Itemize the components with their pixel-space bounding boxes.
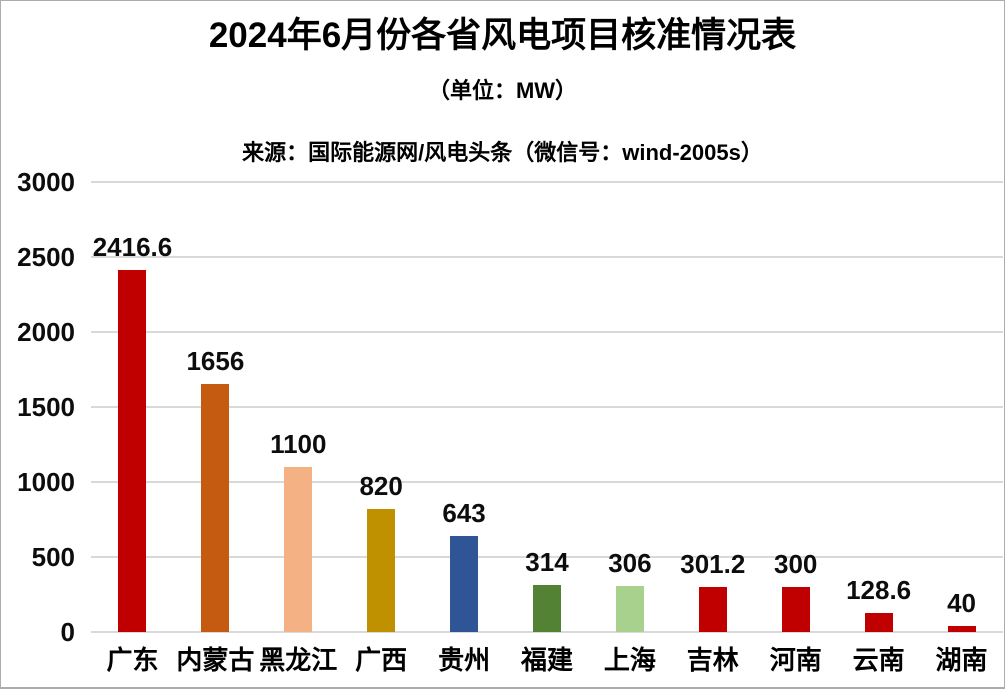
bar-河南 [781,587,810,632]
bar-value-label: 1656 [186,345,245,376]
y-axis-tick-label: 1500 [17,392,75,422]
bar-广东 [118,269,147,632]
bar-value-label: 1100 [270,429,327,459]
bar-贵州 [450,535,479,632]
gridline-2000 [91,331,1003,333]
x-axis-category-label: 云南 [852,645,905,675]
y-axis-tick-label: 1000 [17,467,75,497]
bar-value-label: 128.6 [846,574,912,605]
x-axis-category-label: 广西 [355,645,408,675]
x-axis-category-label: 吉林 [686,645,739,675]
gridline-1500 [91,406,1003,408]
x-axis-category-label: 内蒙古 [176,645,255,675]
bar-福建 [533,584,561,632]
bar-湖南 [947,626,976,632]
gridline-3000 [91,181,1003,183]
chart-title: 2024年6月份各省风电项目核准情况表 [208,16,797,55]
bar-value-label: 643 [442,497,486,528]
bar-吉林 [698,586,727,632]
gridline-2500 [91,256,1003,258]
bar-value-label: 2416.6 [92,231,173,262]
bar-上海 [615,586,644,632]
y-axis-tick-label: 0 [60,617,75,647]
x-axis-category-label: 黑龙江 [259,645,338,675]
bar-内蒙古 [201,383,230,632]
bar-云南 [864,612,893,632]
x-axis-category-label: 广东 [106,645,159,675]
x-axis-category-label: 湖南 [935,645,988,675]
bar-value-label: 314 [525,546,569,577]
bar-黑龙江 [284,467,313,632]
x-axis-category-label: 贵州 [438,645,491,675]
bar-value-label: 306 [608,548,652,579]
bar-value-label: 820 [359,471,403,501]
x-axis-category-label: 上海 [603,645,656,675]
x-axis-category-label: 河南 [769,645,822,675]
chart-unit-subtitle: （单位：MW） [427,78,578,103]
x-axis-category-label: 福建 [520,645,573,675]
bar-广西 [367,509,396,632]
gridline-500 [91,556,1003,558]
y-axis-tick-label: 500 [31,542,75,572]
bar-value-label: 301.2 [680,548,746,579]
chart-source-line: 来源：国际能源网/风电头条（微信号：wind-2005s） [242,140,763,165]
y-axis-tick-label: 3000 [17,167,75,197]
y-axis-tick-label: 2000 [17,317,75,347]
bar-value-label: 300 [774,549,818,579]
bar-value-label: 40 [947,588,976,618]
gridline-1000 [91,481,1003,483]
y-axis-tick-label: 2500 [17,242,75,272]
gridline-0 [91,631,1003,633]
